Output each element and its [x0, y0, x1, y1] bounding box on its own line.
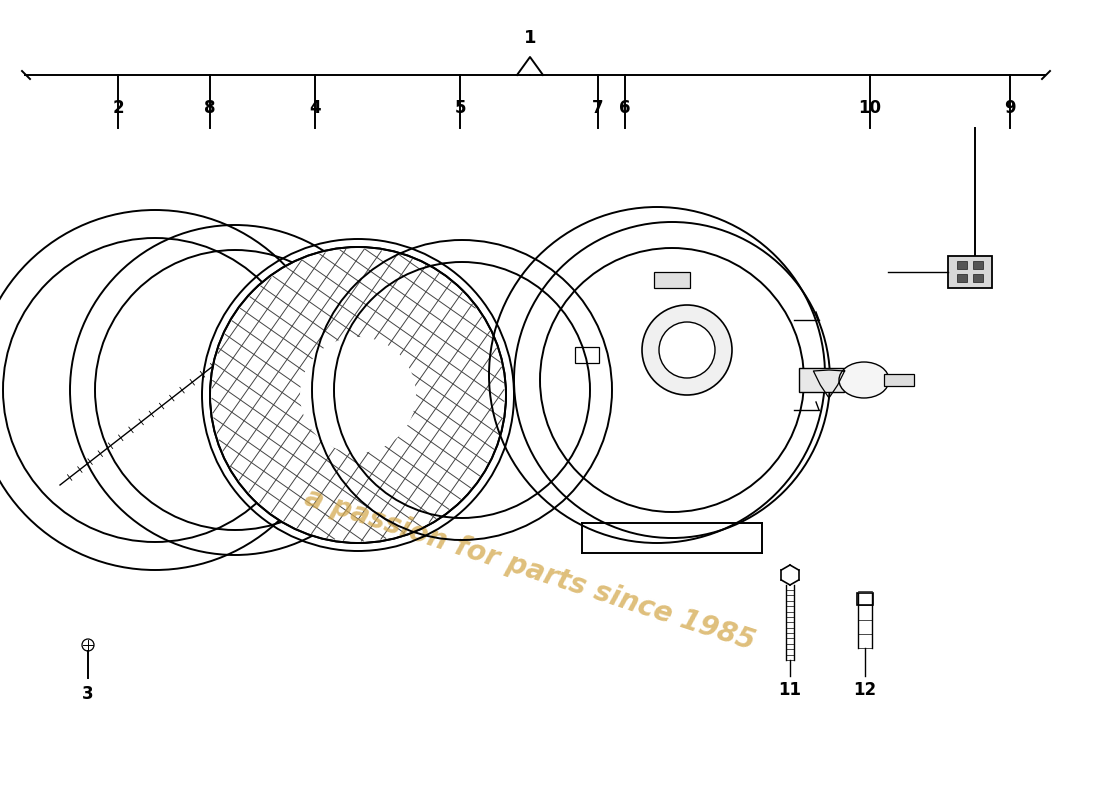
- Text: 3: 3: [82, 685, 94, 703]
- Text: 12: 12: [854, 681, 877, 699]
- Text: 6: 6: [619, 99, 630, 117]
- Text: 8: 8: [205, 99, 216, 117]
- Text: 7: 7: [592, 99, 604, 117]
- Text: 4: 4: [309, 99, 321, 117]
- Bar: [857, 593, 873, 605]
- Text: a passion for parts since 1985: a passion for parts since 1985: [301, 484, 759, 656]
- Text: 2: 2: [112, 99, 124, 117]
- Text: 10: 10: [858, 99, 881, 117]
- Text: 9: 9: [1004, 99, 1015, 117]
- Bar: [948, 256, 992, 288]
- Circle shape: [659, 322, 715, 378]
- Circle shape: [642, 305, 732, 395]
- Bar: [799, 368, 844, 392]
- Text: 11: 11: [779, 681, 802, 699]
- Circle shape: [300, 337, 416, 453]
- Circle shape: [210, 247, 506, 543]
- Bar: [575, 347, 600, 363]
- Circle shape: [212, 249, 504, 541]
- Text: 5: 5: [454, 99, 465, 117]
- Ellipse shape: [839, 362, 889, 398]
- Bar: [957, 274, 967, 282]
- Bar: [974, 261, 983, 269]
- Bar: [654, 272, 690, 288]
- Bar: [884, 374, 914, 386]
- Bar: [974, 274, 983, 282]
- Bar: [957, 261, 967, 269]
- Text: 1: 1: [524, 29, 537, 47]
